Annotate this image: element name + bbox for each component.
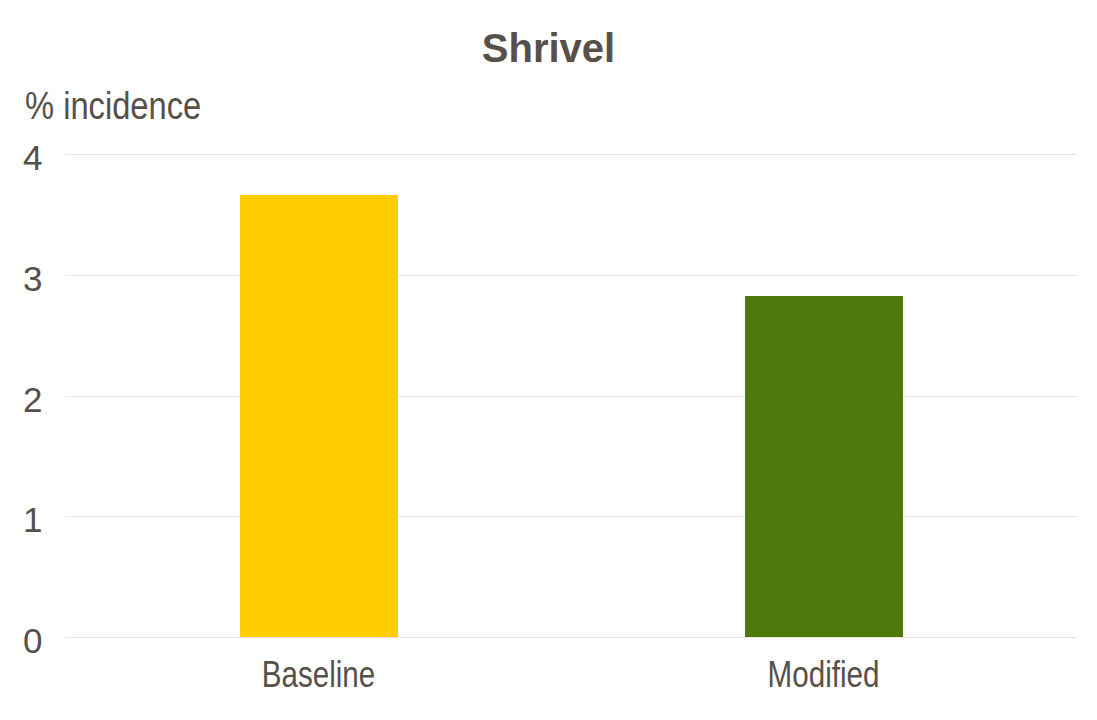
x-axis-label-baseline: Baseline bbox=[117, 655, 521, 695]
y-tick-label-3: 3 bbox=[23, 261, 63, 296]
gridline-3 bbox=[66, 275, 1076, 276]
bar-baseline[interactable] bbox=[240, 195, 398, 637]
bar-chart: Shrivel % incidence 0 1 2 3 4 Baseline Modifie… bbox=[0, 0, 1097, 720]
y-tick-label-4: 4 bbox=[23, 140, 63, 175]
chart-title: Shrivel bbox=[0, 26, 1097, 71]
y-axis-title: % incidence bbox=[25, 84, 201, 128]
y-tick-label-1: 1 bbox=[23, 502, 63, 537]
gridline-4 bbox=[66, 154, 1076, 155]
gridline-0 bbox=[66, 637, 1076, 638]
gridline-2 bbox=[66, 396, 1076, 397]
plot-area bbox=[66, 154, 1076, 637]
x-axis-label-modified: Modified bbox=[622, 655, 1026, 695]
y-tick-label-2: 2 bbox=[23, 382, 63, 417]
gridline-1 bbox=[66, 516, 1076, 517]
bar-modified[interactable] bbox=[745, 296, 903, 637]
y-tick-label-0: 0 bbox=[23, 623, 63, 658]
